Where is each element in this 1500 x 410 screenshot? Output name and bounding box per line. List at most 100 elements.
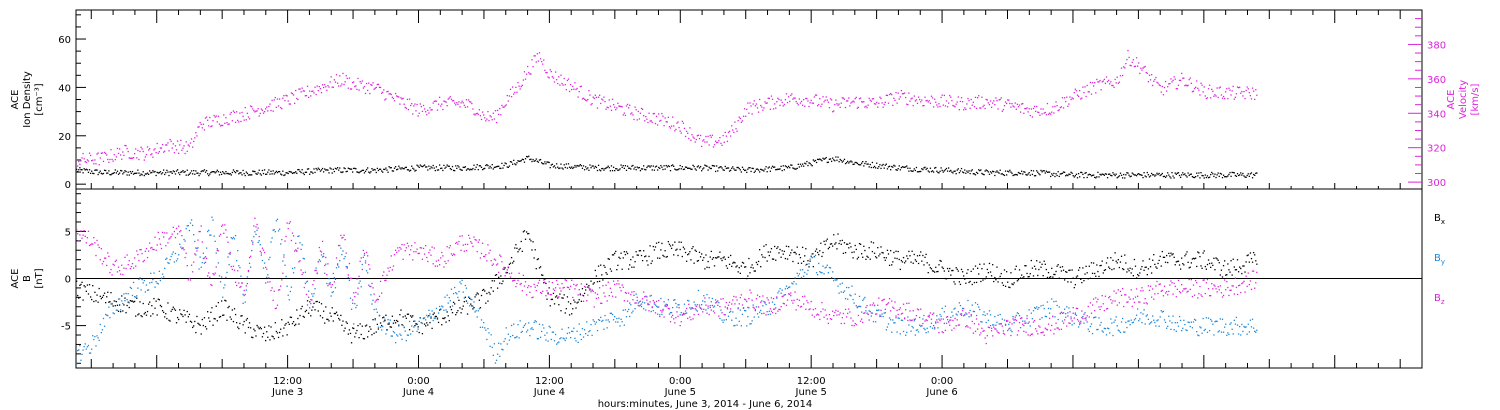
- data-point: [233, 170, 236, 173]
- data-point: [500, 275, 502, 277]
- data-point: [1194, 86, 1197, 88]
- data-point: [548, 281, 550, 283]
- data-point: [85, 290, 87, 293]
- data-point: [379, 86, 382, 89]
- data-point: [432, 313, 434, 316]
- data-point: [124, 297, 126, 299]
- data-point: [365, 82, 368, 85]
- data-point: [508, 95, 511, 97]
- data-point: [81, 237, 83, 239]
- data-point: [222, 171, 224, 173]
- data-point: [376, 298, 378, 300]
- data-point: [340, 247, 342, 249]
- data-point: [1101, 173, 1103, 175]
- data-point: [753, 171, 755, 174]
- data-point: [537, 282, 540, 284]
- data-point: [178, 152, 180, 154]
- data-point: [908, 92, 910, 94]
- data-point: [713, 165, 716, 167]
- data-point: [284, 264, 286, 266]
- data-point: [839, 158, 841, 161]
- data-point: [158, 270, 160, 272]
- data-point: [78, 240, 80, 242]
- data-point: [227, 172, 229, 175]
- data-point: [1185, 84, 1187, 86]
- data-point: [463, 301, 465, 303]
- data-point: [178, 318, 180, 321]
- data-point: [564, 339, 566, 342]
- data-point: [634, 106, 636, 108]
- data-point: [146, 256, 149, 259]
- data-point: [114, 260, 116, 263]
- data-point: [1054, 273, 1056, 276]
- data-point: [625, 251, 628, 253]
- data-point: [963, 172, 965, 174]
- data-point: [565, 337, 567, 339]
- data-point: [122, 302, 124, 305]
- data-point: [101, 296, 104, 298]
- data-point: [543, 327, 545, 329]
- data-point: [1029, 174, 1031, 176]
- data-point: [1062, 107, 1065, 109]
- data-point: [124, 256, 126, 259]
- data-point: [1158, 325, 1160, 327]
- data-point: [193, 169, 195, 172]
- data-point: [1207, 259, 1210, 261]
- data-point: [226, 172, 228, 175]
- data-point: [120, 311, 122, 313]
- data-point: [843, 158, 846, 161]
- data-point: [757, 260, 760, 263]
- data-point: [502, 106, 504, 108]
- data-point: [547, 161, 549, 163]
- data-point: [633, 266, 635, 268]
- data-point: [571, 279, 573, 281]
- data-point: [1018, 314, 1021, 317]
- data-point: [1216, 320, 1218, 323]
- data-point: [1126, 58, 1128, 61]
- data-point: [336, 264, 339, 266]
- data-point: [493, 280, 496, 282]
- data-point: [990, 106, 993, 108]
- data-point: [519, 88, 521, 90]
- data-point: [306, 280, 309, 282]
- data-point: [236, 170, 238, 172]
- data-point: [523, 71, 526, 73]
- data-point: [618, 317, 620, 319]
- data-point: [1076, 177, 1079, 179]
- data-point: [1113, 173, 1115, 176]
- data-point: [974, 302, 977, 304]
- data-point: [327, 169, 329, 171]
- data-point: [84, 235, 86, 237]
- data-point: [814, 159, 817, 162]
- data-point: [820, 271, 822, 274]
- data-point: [1243, 90, 1245, 93]
- data-point: [81, 169, 83, 171]
- right-tick-label: 320: [1427, 144, 1446, 155]
- data-point: [923, 104, 925, 107]
- data-point: [87, 171, 90, 173]
- data-point: [1090, 175, 1093, 177]
- data-point: [727, 131, 730, 134]
- data-point: [549, 305, 551, 307]
- data-point: [118, 298, 121, 300]
- data-point: [516, 247, 518, 249]
- data-point: [609, 170, 612, 172]
- data-point: [489, 293, 491, 295]
- data-point: [84, 286, 86, 288]
- data-point: [382, 317, 384, 319]
- data-point: [313, 92, 315, 94]
- data-point: [956, 314, 958, 316]
- data-point: [460, 312, 462, 314]
- data-point: [403, 326, 405, 329]
- data-point: [105, 257, 107, 259]
- data-point: [451, 254, 454, 257]
- data-point: [636, 299, 638, 302]
- data-point: [173, 152, 176, 154]
- data-point: [885, 163, 888, 165]
- data-point: [169, 138, 171, 141]
- data-point: [158, 238, 160, 240]
- data-point: [487, 300, 489, 302]
- data-point: [869, 258, 871, 260]
- data-point: [810, 255, 812, 257]
- data-point: [868, 97, 870, 99]
